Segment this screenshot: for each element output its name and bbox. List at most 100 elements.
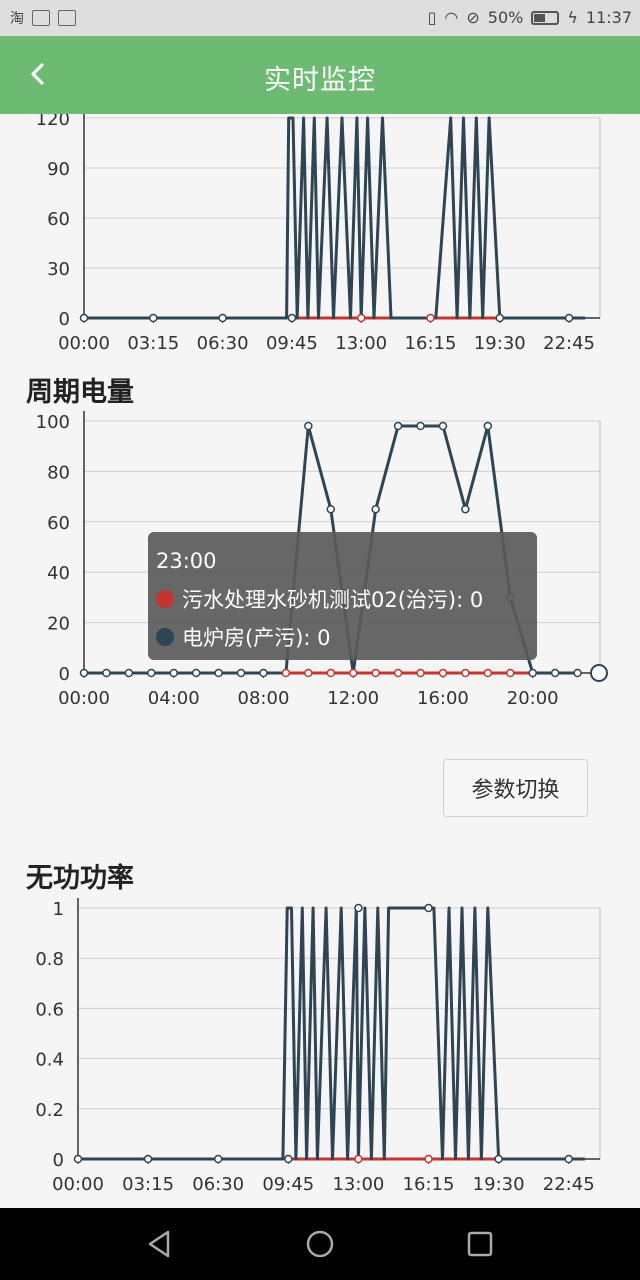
x-tick-label: 22:45 xyxy=(543,333,595,354)
hover-point xyxy=(590,664,608,682)
data-point xyxy=(102,668,111,678)
page-title: 实时监控 xyxy=(264,65,376,96)
data-point xyxy=(143,1154,153,1164)
data-point xyxy=(356,313,366,323)
no-sim-icon: ⊘ xyxy=(466,8,480,27)
chart-period-energy[interactable]: 0 20 40 60 80 100 00:00 04:00 08:00 12:00 16:00 20:… xyxy=(0,404,640,704)
x-tick-label: 00:00 xyxy=(52,1174,104,1195)
data-point xyxy=(564,313,574,323)
tooltip-row-label: 污水处理水砂机测试02(治污): 0 xyxy=(182,588,484,612)
x-tick-label: 06:30 xyxy=(197,333,249,354)
y-tick-label: 0 xyxy=(53,1150,64,1171)
data-point xyxy=(73,1154,83,1164)
status-left: 淘 xyxy=(10,8,76,28)
data-point xyxy=(461,668,470,678)
home-icon[interactable] xyxy=(302,1226,338,1262)
clock: 11:37 xyxy=(585,8,632,27)
data-point xyxy=(79,313,89,323)
y-tick-label: 120 xyxy=(36,114,70,130)
data-point xyxy=(426,313,435,323)
y-tick-label: 0.2 xyxy=(35,1100,64,1121)
charging-icon: ϟ xyxy=(567,8,578,27)
tooltip-time: 23:00 xyxy=(156,542,529,580)
back-icon[interactable] xyxy=(142,1226,178,1262)
taobao-icon: 淘 xyxy=(10,11,24,27)
data-point xyxy=(304,668,313,678)
y-tick-label: 90 xyxy=(47,159,70,180)
x-tick-label: 00:00 xyxy=(58,688,110,704)
data-point xyxy=(550,668,560,678)
data-point xyxy=(304,421,313,431)
x-tick-label: 20:00 xyxy=(507,688,559,704)
vibrate-icon: ▯ xyxy=(427,8,437,27)
data-point xyxy=(494,1154,503,1164)
recents-icon[interactable] xyxy=(462,1226,498,1262)
data-point xyxy=(326,504,336,514)
section-title-reactive-power: 无功功率 xyxy=(26,863,134,894)
x-tick-label: 16:15 xyxy=(405,333,457,354)
chart-reactive-power[interactable]: 0 0.2 0.4 0.6 0.8 1 00:00 03:15 06:30 09:45 13:00 1… xyxy=(0,890,640,1200)
data-point xyxy=(424,1154,433,1164)
legend-dot-red xyxy=(156,590,174,608)
data-point xyxy=(438,421,448,431)
data-point xyxy=(483,421,493,431)
y-tick-label: 0 xyxy=(59,309,70,330)
data-point xyxy=(149,313,158,323)
data-point xyxy=(354,903,363,913)
data-point xyxy=(483,668,493,678)
data-point xyxy=(287,313,297,323)
status-right: ▯ ◠ ⊘ 50% ϟ 11:37 xyxy=(428,8,632,27)
y-tick-label: 1 xyxy=(53,899,64,920)
data-point xyxy=(213,1154,223,1164)
x-tick-label: 09:45 xyxy=(266,333,318,354)
status-bar: 淘 ▯ ◠ ⊘ 50% ϟ 11:37 xyxy=(0,0,640,36)
y-tick-label: 60 xyxy=(47,513,70,534)
wifi-icon: ◠ xyxy=(444,8,459,27)
y-tick-label: 40 xyxy=(47,563,70,584)
data-point xyxy=(354,1154,363,1164)
activity-icon xyxy=(58,10,76,26)
data-point xyxy=(564,1154,573,1164)
x-tick-label: 13:00 xyxy=(335,333,387,354)
content[interactable]: 0 30 60 90 120 00:00 03:15 06:30 09:45 13:00 16:15… xyxy=(0,114,640,1208)
data-point xyxy=(281,668,291,678)
system-nav-bar xyxy=(0,1208,640,1280)
section-title-period-energy: 周期电量 xyxy=(26,377,134,408)
battery-icon xyxy=(531,10,560,25)
data-point xyxy=(259,668,268,678)
data-point xyxy=(506,668,515,678)
x-tick-label: 06:30 xyxy=(192,1174,244,1195)
y-tick-label: 0.8 xyxy=(35,949,64,970)
data-point xyxy=(393,421,403,431)
data-point xyxy=(147,668,156,678)
data-point xyxy=(214,668,223,678)
data-point xyxy=(371,668,380,678)
data-point xyxy=(284,1154,293,1164)
data-point xyxy=(528,668,537,678)
battery-percent: 50% xyxy=(487,8,524,27)
y-tick-label: 0.4 xyxy=(35,1050,64,1071)
switch-params-button[interactable]: 参数切换 xyxy=(443,759,588,817)
y-tick-label: 60 xyxy=(47,209,70,230)
data-point xyxy=(191,668,201,678)
tooltip-row-label: 电炉房(产污): 0 xyxy=(182,626,331,650)
y-tick-label: 100 xyxy=(36,412,70,433)
data-point xyxy=(416,668,425,678)
y-tick-label: 0.6 xyxy=(35,999,64,1020)
y-tick-label: 30 xyxy=(47,259,70,280)
x-tick-label: 16:15 xyxy=(403,1174,455,1195)
tooltip-row: 电炉房(产污): 0 xyxy=(156,618,529,656)
chart-voltage[interactable]: 0 30 60 90 120 00:00 03:15 06:30 09:45 13:00 16:15… xyxy=(0,114,640,364)
data-point xyxy=(371,504,380,514)
chevron-left-icon xyxy=(31,63,44,85)
x-tick-label: 16:00 xyxy=(417,688,469,704)
tooltip-row: 污水处理水砂机测试02(治污): 0 xyxy=(156,580,529,618)
x-tick-label: 09:45 xyxy=(262,1174,314,1195)
series-line xyxy=(78,906,585,1161)
back-button[interactable] xyxy=(18,54,58,94)
data-point xyxy=(169,668,178,678)
tooltip-time-text: 23:00 xyxy=(156,549,217,573)
x-tick-label: 08:00 xyxy=(238,688,290,704)
data-point xyxy=(573,668,582,678)
x-tick-label: 03:15 xyxy=(122,1174,174,1195)
